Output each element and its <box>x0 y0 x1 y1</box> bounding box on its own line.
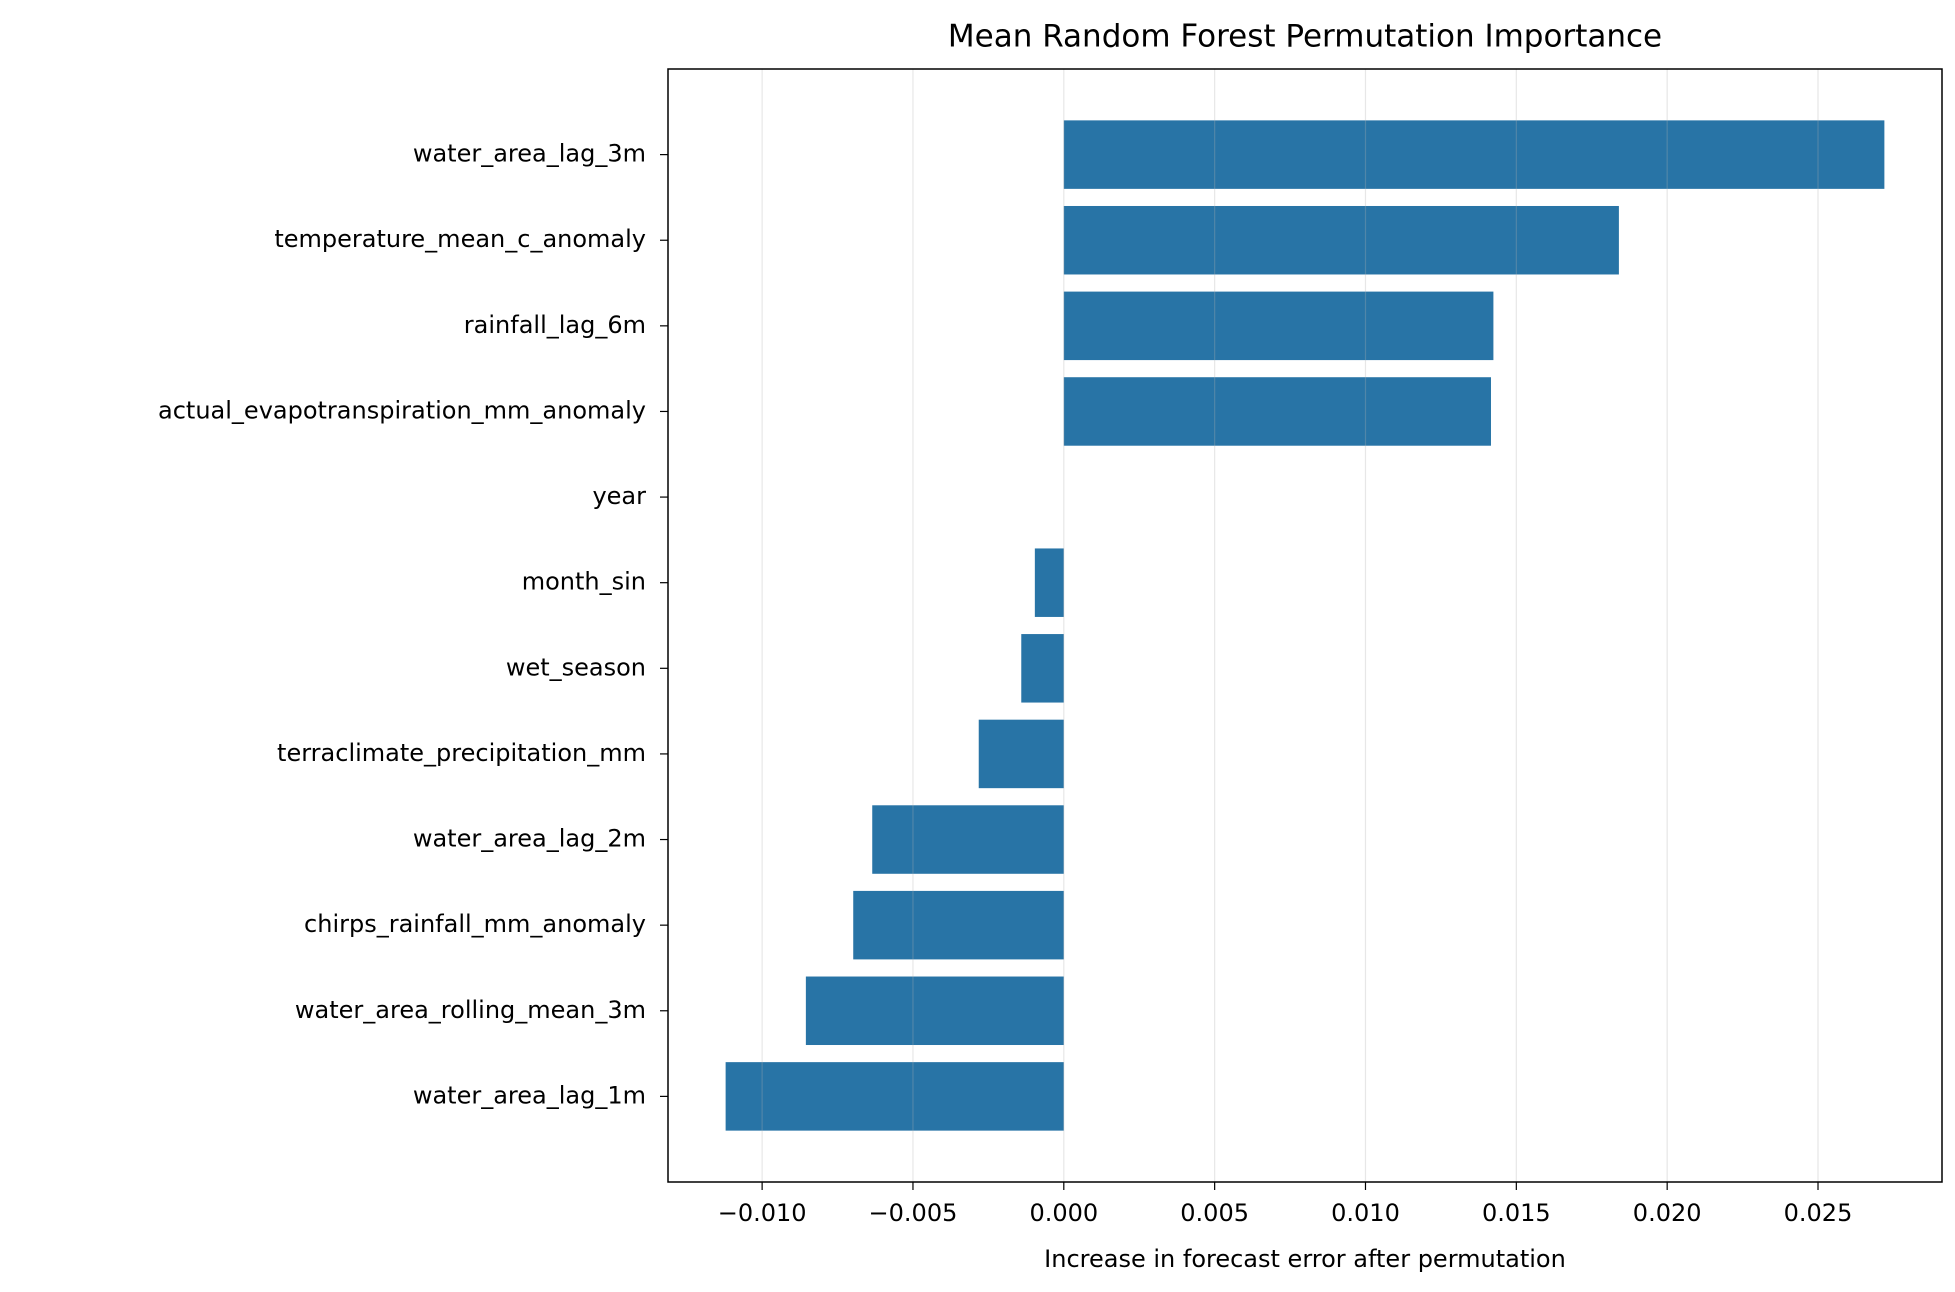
y-tick-label: water_area_lag_1m <box>413 1081 646 1109</box>
y-tick-label: water_area_lag_3m <box>413 140 646 168</box>
x-axis-label: Increase in forecast error after permuta… <box>1044 1245 1566 1273</box>
x-tick-label: 0.000 <box>1029 1199 1098 1227</box>
x-tick-label: 0.015 <box>1482 1199 1551 1227</box>
y-tick-label: actual_evapotranspiration_mm_anomaly <box>158 396 646 424</box>
chart-title: Mean Random Forest Permutation Importanc… <box>948 19 1662 55</box>
x-tick-label: 0.010 <box>1331 1199 1400 1227</box>
x-tick-label: −0.010 <box>718 1199 807 1227</box>
bar <box>853 890 1064 960</box>
bar <box>725 1062 1064 1131</box>
y-tick-label: temperature_mean_c_anomaly <box>274 225 646 253</box>
bar <box>805 976 1064 1046</box>
y-tick-label: month_sin <box>522 568 646 596</box>
y-tick-label: wet_season <box>506 653 646 681</box>
bar <box>1063 291 1494 361</box>
y-tick-label: year <box>592 482 646 510</box>
bar <box>1063 377 1491 446</box>
bar <box>978 719 1064 789</box>
bar <box>1034 548 1064 617</box>
y-tick-label: rainfall_lag_6m <box>464 311 646 339</box>
y-tick-label: chirps_rainfall_mm_anomaly <box>304 910 646 938</box>
y-tick-label: terraclimate_precipitation_mm <box>277 739 646 767</box>
x-tick-label: 0.005 <box>1180 1199 1249 1227</box>
bar <box>1021 634 1064 703</box>
x-tick-label: 0.020 <box>1633 1199 1702 1227</box>
plot-frame <box>667 68 1943 1183</box>
x-tick-label: −0.005 <box>869 1199 958 1227</box>
y-tick-label: water_area_rolling_mean_3m <box>295 996 646 1024</box>
bar <box>872 805 1064 874</box>
y-tick-label: water_area_lag_2m <box>413 825 646 853</box>
bar <box>1063 120 1885 189</box>
x-tick-label: 0.025 <box>1784 1199 1853 1227</box>
bar <box>1063 205 1619 275</box>
